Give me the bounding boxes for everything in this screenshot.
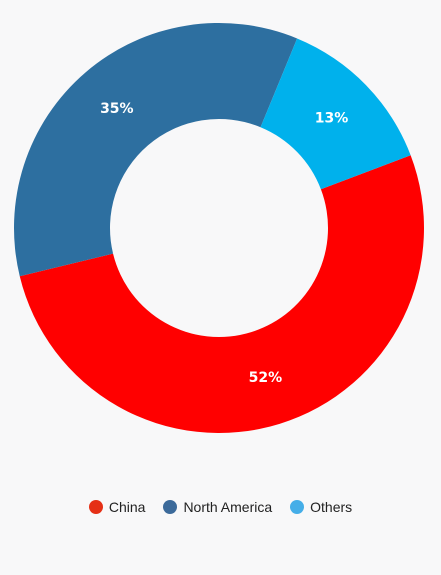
legend-item-north-america[interactable]: North America [163,499,272,515]
slice-label-china: 52% [249,370,283,386]
chart-legend: China North America Others [0,496,441,518]
legend-item-china[interactable]: China [88,499,146,515]
slice-others[interactable] [260,38,411,190]
donut-chart-svg: 52% 35% 13% [13,23,425,434]
slice-north-america[interactable] [13,23,298,277]
legend-swatch-north-america [163,500,178,514]
legend-label-china: China [108,499,146,515]
slice-label-north-america: 35% [100,101,134,117]
slice-china[interactable] [19,155,425,434]
legend-label-north-america: North America [183,499,273,515]
legend-item-others[interactable]: Others [290,499,352,515]
legend-label-others: Others [310,499,353,515]
legend-swatch-others [290,500,305,514]
legend-swatch-china [88,500,103,514]
slice-label-others: 13% [315,111,349,127]
